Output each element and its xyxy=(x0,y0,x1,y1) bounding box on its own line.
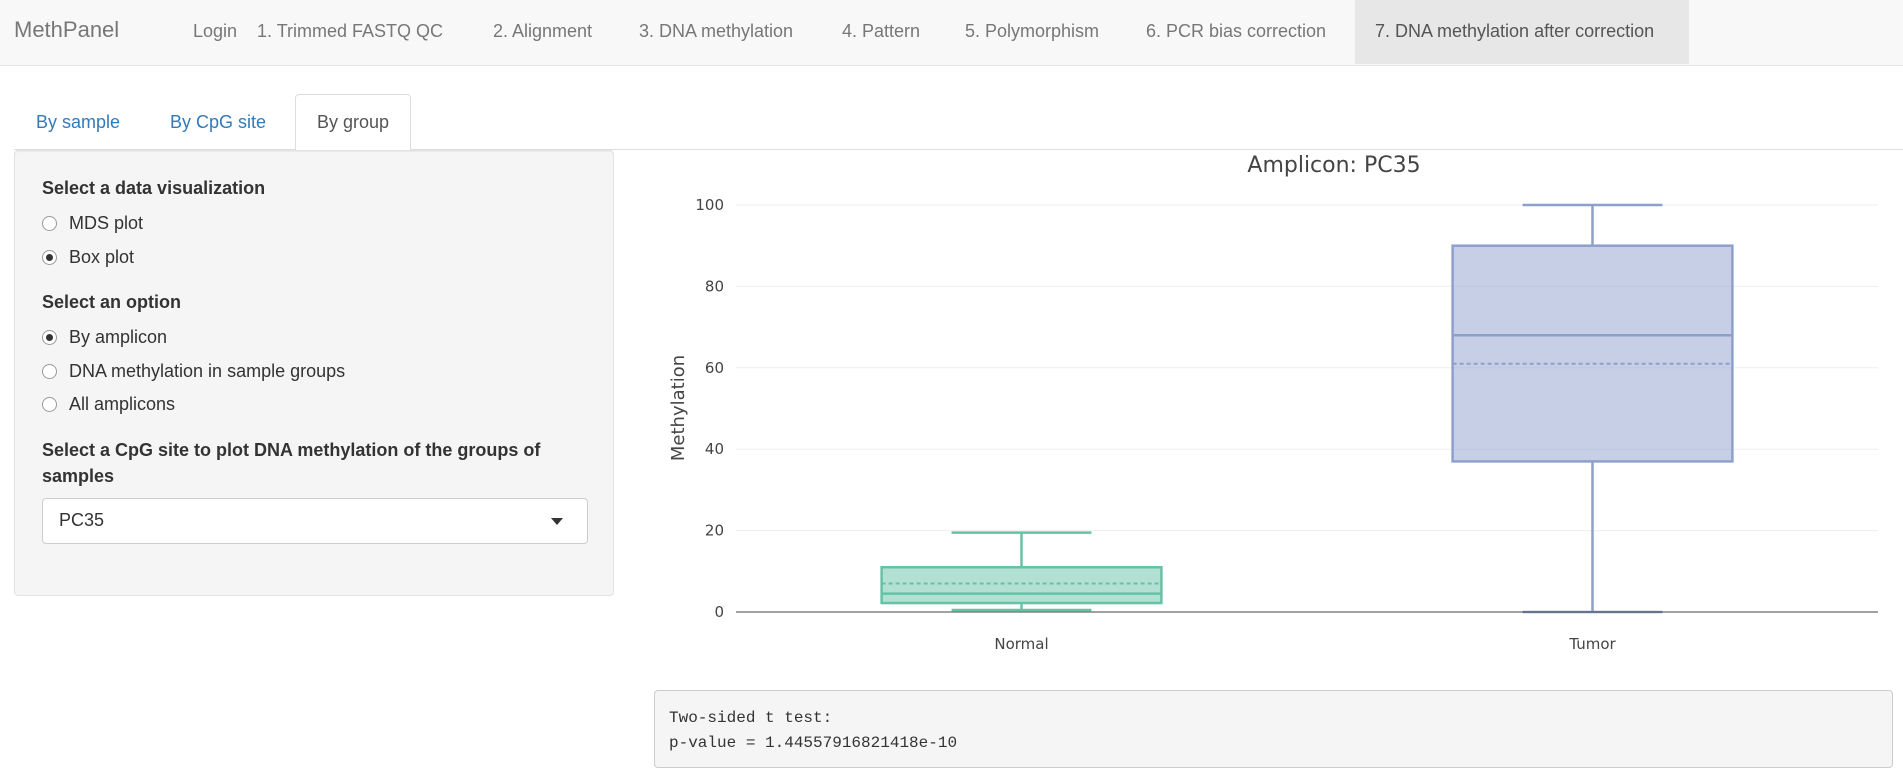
radio-dna-methylation-in-sample-groups[interactable]: DNA methylation in sample groups xyxy=(42,359,345,383)
viz-section-label: Select a data visualization xyxy=(42,178,266,198)
radio-button-checked[interactable] xyxy=(42,329,57,345)
cpg-select-label-line1: Select a CpG site to plot DNA methylatio… xyxy=(42,440,541,460)
brand-title[interactable]: MethPanel xyxy=(14,17,120,42)
iqr-box xyxy=(1451,244,1734,463)
chart-title: Amplicon: PC35 xyxy=(1247,153,1420,178)
caret-down-icon[interactable] xyxy=(551,518,563,525)
top-navbar: MethPanel Login 1. Trimmed FASTQ QC 2. A… xyxy=(0,0,1903,66)
y-tick-label: 100 xyxy=(695,196,724,214)
chart-svg: 0 20 40 60 80 100 Normal Tumor Amplicon: PC35 M… xyxy=(668,153,1878,653)
tab-by-group[interactable]: By group xyxy=(295,94,412,151)
radio-all-amplicons[interactable]: All amplicons xyxy=(42,392,175,416)
radio-button[interactable] xyxy=(42,396,57,412)
axis-layer: 0 20 40 60 80 100 Normal Tumor xyxy=(695,196,1878,653)
radio-by-amplicon[interactable]: By amplicon xyxy=(42,325,167,349)
y-tick-label: 40 xyxy=(705,440,724,458)
nav-item-pcr-bias-correction[interactable]: 6. PCR bias correction xyxy=(1146,21,1327,41)
select-value: PC35 xyxy=(59,510,105,530)
nav-item-alignment[interactable]: 2. Alignment xyxy=(493,21,593,41)
nav-item-trimmed-fastq-qc[interactable]: 1. Trimmed FASTQ QC xyxy=(257,21,444,41)
tab-by-cpg-site[interactable]: By CpG site xyxy=(170,112,267,132)
box-layer xyxy=(880,203,1734,614)
box-tumor xyxy=(1451,203,1734,614)
cpg-site-select[interactable]: PC35 xyxy=(42,498,588,544)
x-tick-label: Normal xyxy=(994,635,1048,653)
sidebar-panel: Select a data visualization MDS plot Box… xyxy=(14,150,614,596)
radio-label: DNA methylation in sample groups xyxy=(69,360,346,381)
radio-label: All amplicons xyxy=(69,393,176,414)
option-section-label: Select an option xyxy=(42,292,182,312)
output-line-2: p-value = 1.44557916821418e-10 xyxy=(669,734,958,752)
radio-mds-plot[interactable]: MDS plot xyxy=(42,211,143,235)
tab-by-sample[interactable]: By sample xyxy=(36,112,121,132)
x-tick-label: Tumor xyxy=(1568,635,1616,653)
nav-item-pattern[interactable]: 4. Pattern xyxy=(842,21,921,41)
y-tick-label: 20 xyxy=(705,522,724,540)
nav-item-polymorphism[interactable]: 5. Polymorphism xyxy=(965,21,1100,41)
box-normal xyxy=(880,531,1163,612)
radio-label: By amplicon xyxy=(69,326,168,347)
radio-button[interactable] xyxy=(42,215,57,231)
y-tick-label: 0 xyxy=(714,603,724,621)
y-tick-label: 80 xyxy=(705,277,724,295)
radio-box-plot[interactable]: Box plot xyxy=(42,245,134,269)
output-line-1: Two-sided t test: xyxy=(669,709,833,727)
y-axis-title: Methylation xyxy=(668,355,689,461)
iqr-box xyxy=(880,565,1163,605)
radio-button-checked[interactable] xyxy=(42,249,57,265)
cpg-select-label-line2: samples xyxy=(42,466,115,486)
box-plot-chart: 0 20 40 60 80 100 Normal Tumor Amplicon: PC35 M… xyxy=(650,145,1903,665)
y-tick-label: 60 xyxy=(705,359,724,377)
nav-item-dna-methylation-after-correction[interactable]: 7. DNA methylation after correction xyxy=(1355,0,1689,64)
nav-item-login[interactable]: Login xyxy=(193,21,238,41)
radio-label: Box plot xyxy=(69,246,135,267)
radio-button[interactable] xyxy=(42,363,57,379)
nav-item-dna-methylation[interactable]: 3. DNA methylation xyxy=(639,21,794,41)
t-test-output: Two-sided t test: p-value = 1.4455791682… xyxy=(654,690,1893,768)
tab-bar: By sample By CpG site By group xyxy=(14,94,1903,151)
radio-label: MDS plot xyxy=(69,212,144,233)
